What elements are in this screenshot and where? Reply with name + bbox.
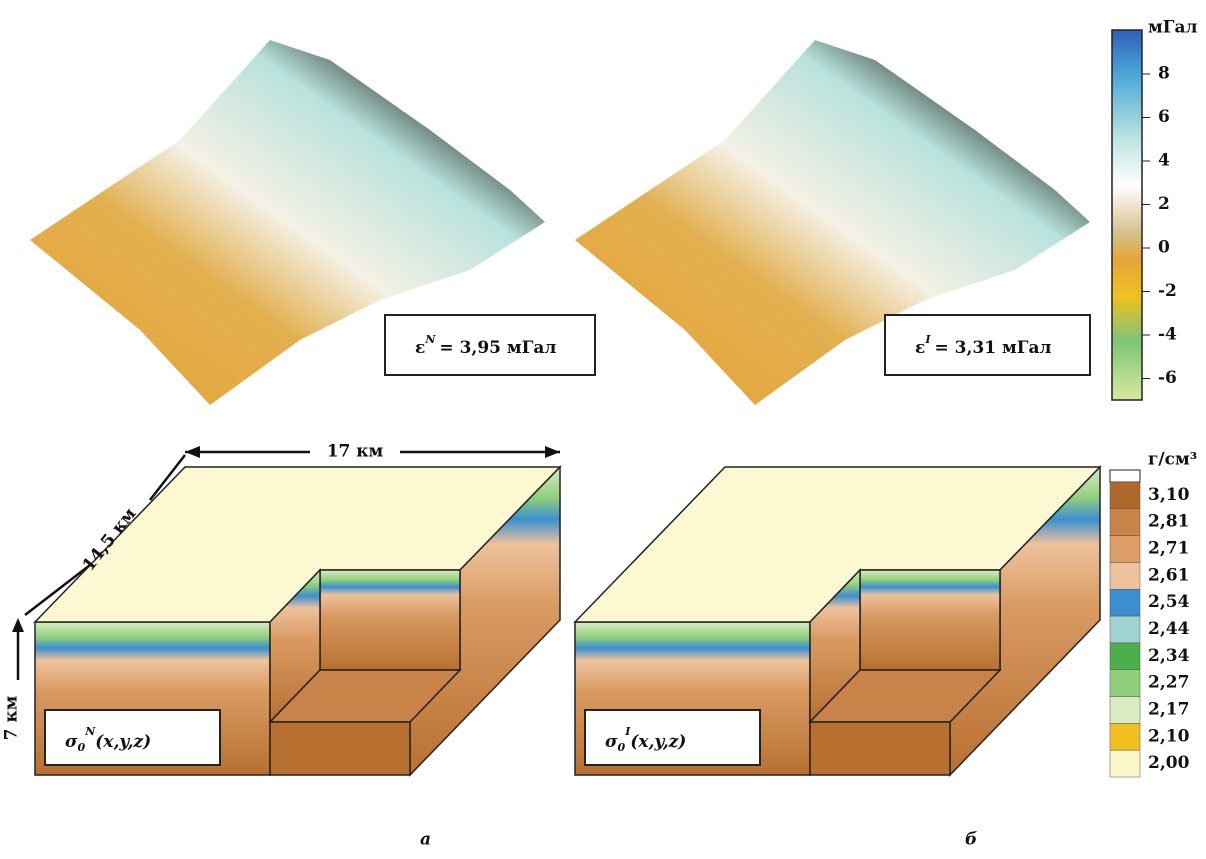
gravity-surface — [30, 40, 545, 405]
density-swatch — [1109, 669, 1141, 697]
density-label: 2,71 — [1148, 539, 1189, 559]
text-part: σ — [65, 732, 78, 752]
density-label: 2,54 — [1148, 592, 1190, 612]
dimension-label: 7 км — [2, 695, 22, 740]
density-label: 2,44 — [1148, 619, 1190, 639]
caption: а — [420, 830, 431, 850]
colorbar-tick-label: 6 — [1158, 107, 1170, 127]
density-label: 2,81 — [1148, 512, 1189, 532]
text-part: ε — [415, 338, 425, 358]
error-label: εI = 3,31 мГал — [915, 333, 1052, 358]
block-lower-front — [809, 721, 951, 776]
text-part: N — [424, 333, 436, 346]
density-label: 2,10 — [1148, 726, 1190, 746]
arrow-head — [185, 446, 200, 458]
cutout-back — [319, 569, 461, 671]
text-part: = 3,95 мГал — [439, 338, 556, 358]
density-label: 2,00 — [1148, 753, 1190, 773]
caption: б — [965, 830, 977, 850]
model-label: σ0 I(x,y,z) — [605, 725, 686, 754]
density-swatch — [1109, 642, 1141, 670]
model-box — [584, 709, 761, 766]
arrow-head — [12, 618, 24, 632]
text-part: 0 — [78, 741, 86, 754]
error-box — [384, 314, 596, 376]
density-swatch — [1109, 723, 1141, 751]
text-part: ε — [915, 338, 925, 358]
arrow-head — [545, 446, 560, 458]
density-unit: г/см³ — [1148, 450, 1197, 470]
density-label: 2,34 — [1148, 646, 1190, 666]
cutout-back — [859, 569, 1001, 671]
text-part: (x,y,z) — [95, 732, 151, 752]
density-swatch — [1109, 589, 1141, 617]
dimension-arrow — [149, 454, 186, 501]
text-part: σ — [605, 732, 618, 752]
density-label: 2,17 — [1148, 699, 1189, 719]
density-swatch — [1109, 749, 1141, 778]
dimension-label: 17 км — [327, 442, 384, 462]
text-part: N — [84, 725, 96, 738]
colorbar-tick-label: -6 — [1158, 368, 1177, 388]
colorbar-tick-label: 8 — [1158, 64, 1170, 84]
density-label: 2,27 — [1148, 673, 1189, 693]
text-part: I — [624, 725, 631, 738]
density-swatch — [1109, 481, 1141, 510]
density-swatch — [1109, 696, 1141, 724]
colorbar-tick-label: -4 — [1158, 325, 1177, 345]
density-swatch — [1109, 562, 1141, 590]
colorbar-tick-label: 2 — [1158, 194, 1170, 214]
model-label: σ0 N(x,y,z) — [65, 725, 151, 754]
error-box — [884, 314, 1091, 376]
colorbar-tick-label: 0 — [1158, 238, 1170, 258]
density-label: 2,61 — [1148, 565, 1189, 585]
colorbar-tick-label: 4 — [1158, 151, 1170, 171]
density-swatch — [1109, 615, 1141, 644]
error-label: εN = 3,95 мГал — [415, 333, 556, 358]
model-box — [44, 709, 221, 766]
text-part: (x,y,z) — [630, 732, 686, 752]
density-white — [1109, 469, 1141, 483]
density-swatch — [1109, 508, 1141, 536]
text-part: I — [924, 333, 931, 346]
density-swatch — [1109, 535, 1141, 563]
text-part: 0 — [618, 741, 626, 754]
colorbar — [1111, 29, 1143, 401]
colorbar-tick-label: -2 — [1158, 281, 1177, 301]
text-part: = 3,31 мГал — [935, 338, 1052, 358]
block-lower-front — [269, 721, 411, 776]
gravity-surface — [575, 40, 1090, 405]
colorbar-unit: мГал — [1148, 18, 1198, 38]
density-label: 3,10 — [1148, 485, 1190, 505]
dimension-arrow — [24, 564, 91, 616]
